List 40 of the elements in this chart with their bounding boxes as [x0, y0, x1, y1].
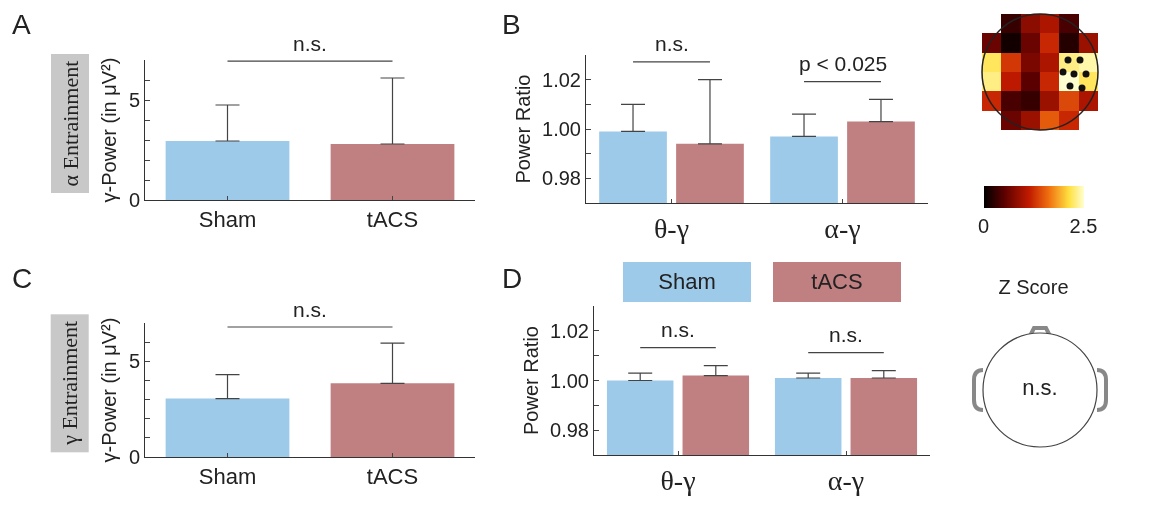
annotation: n.s.	[829, 323, 863, 346]
x-tick-label: α-γ	[827, 464, 865, 496]
x-tick-label: tACS	[366, 464, 419, 490]
text: n.s.	[1021, 375, 1059, 401]
y-tick-label: 1.02	[542, 68, 581, 91]
text: n.s.	[293, 32, 327, 55]
text: n.s.	[655, 32, 689, 55]
y-tick-label: 1.02	[550, 319, 589, 342]
x-tick-label: tACS	[366, 207, 419, 233]
x-tick-label: Sham	[198, 464, 257, 490]
y-axis-title: Power Ratio	[511, 74, 534, 184]
color-bar-title: Z Score	[998, 276, 1069, 299]
chart-title: A	[12, 8, 31, 40]
x-tick-label: α-γ	[824, 212, 861, 244]
text: n.s.	[293, 298, 327, 321]
text: tACS	[773, 262, 901, 302]
color-bar-label: 0	[977, 214, 990, 237]
y-tick-label: 5	[128, 89, 140, 111]
y-axis-title: γ-Power (in μV²)	[98, 57, 121, 203]
y-axis-title: Power Ratio	[519, 326, 542, 435]
y-tick-label: 5	[128, 350, 140, 373]
chart-title: D	[502, 262, 523, 294]
annotation: p < 0.025	[799, 52, 888, 75]
x-tick-label: θ-γ	[653, 212, 690, 244]
text: Sham	[623, 262, 751, 302]
chart-title: B	[502, 8, 521, 40]
y-tick-label: 0	[128, 446, 140, 468]
y-tick-label: 0	[128, 189, 140, 211]
y-axis-title: γ-Power (in μV²)	[98, 317, 121, 463]
y-tick-label: 1.00	[550, 369, 589, 392]
x-tick-label: Sham	[198, 207, 257, 233]
text: α Entrainment	[57, 60, 83, 187]
y-tick-label: 1.00	[542, 118, 581, 140]
text: γ Entrainment	[57, 320, 83, 446]
y-tick-label: 0.98	[550, 419, 589, 442]
chart-title: C	[12, 262, 33, 294]
color-bar-label: 2.5	[1069, 214, 1098, 237]
y-tick-label: 0.98	[542, 167, 581, 190]
x-tick-label: θ-γ	[660, 464, 696, 496]
annotation: n.s.	[661, 318, 695, 341]
